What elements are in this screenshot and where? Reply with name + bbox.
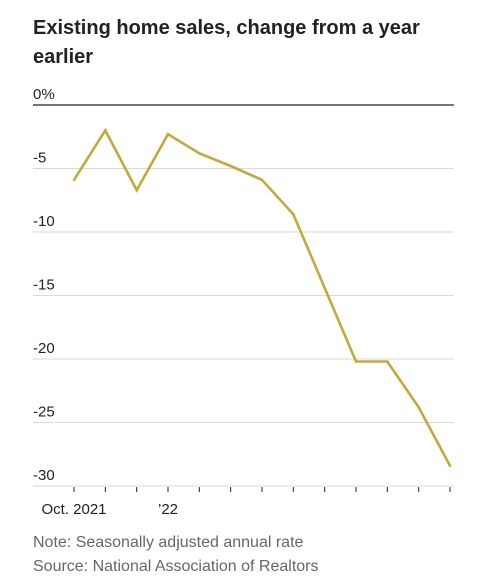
data-point: [198, 151, 201, 155]
x-tick-label: ’22: [158, 501, 178, 518]
data-point: [354, 360, 358, 363]
chart-title: Existing home sales, change from a year …: [33, 17, 420, 68]
y-tick-label: -30: [33, 467, 55, 484]
data-point: [104, 129, 107, 132]
data-point: [166, 132, 170, 136]
data-point: [260, 178, 264, 182]
data-point: [229, 164, 232, 168]
data-point: [417, 405, 420, 409]
x-tick-label: Oct. 2021: [41, 501, 106, 518]
y-tick-label: 0%: [33, 86, 55, 103]
y-tick-label: -15: [33, 277, 55, 294]
chart-source: Source: National Association of Realtors: [33, 558, 319, 575]
y-tick-label: -25: [33, 404, 55, 421]
y-tick-label: -10: [33, 213, 55, 230]
data-point: [72, 178, 76, 182]
y-tick-label: -5: [33, 150, 46, 167]
data-point: [386, 360, 389, 363]
data-point: [292, 212, 295, 216]
data-point: [448, 464, 452, 467]
y-tick-label: -20: [33, 340, 55, 357]
chart-note: Note: Seasonally adjusted annual rate: [33, 534, 304, 551]
data-point: [323, 286, 326, 290]
data-point: [135, 188, 138, 192]
